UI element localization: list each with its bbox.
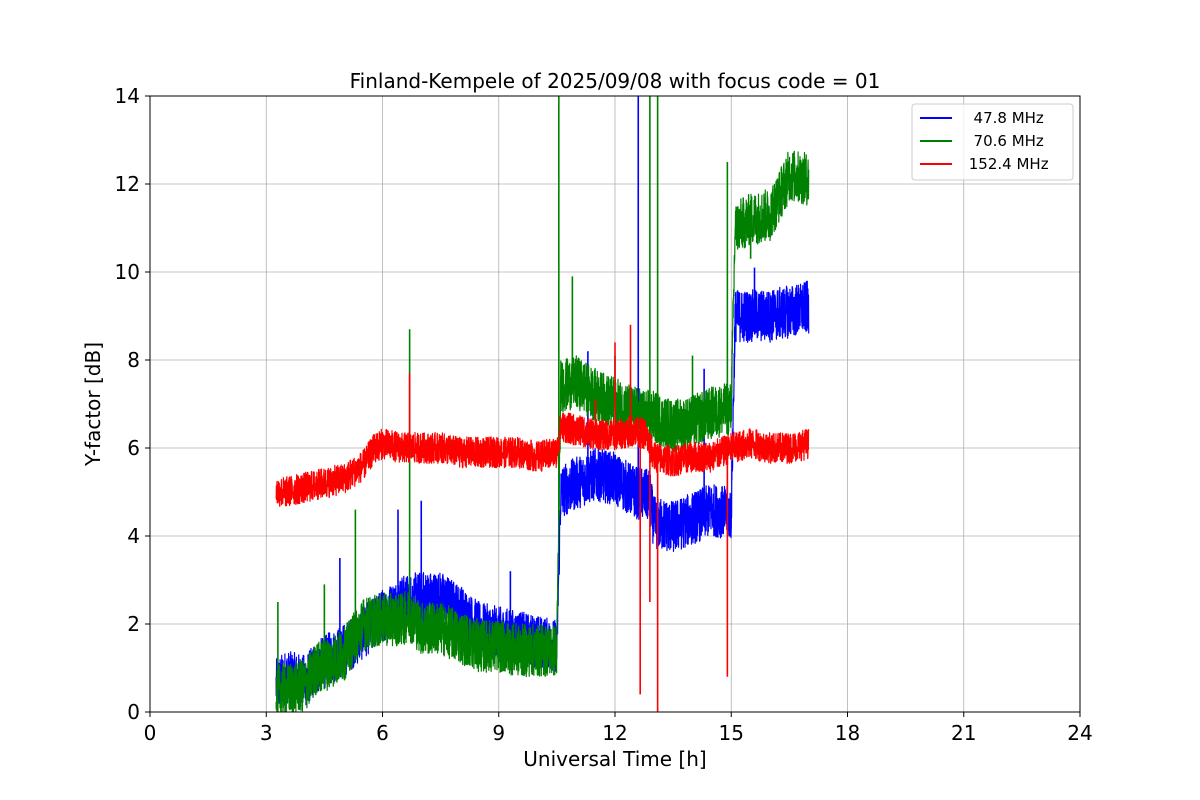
legend: 47.8 MHz 70.6 MHz 152.4 MHz [911,103,1074,181]
x-tick-label: 12 [602,721,627,745]
legend-frame [911,103,1074,181]
x-tick-label: 21 [951,721,976,745]
series-line-152-4-mhz [275,412,810,507]
y-tick-label: 2 [127,612,140,636]
y-tick-label: 8 [127,348,140,372]
y-tick-label: 4 [127,524,140,548]
x-tick-label: 0 [144,721,157,745]
x-tick-label: 6 [376,721,389,745]
x-tick-label: 24 [1067,721,1092,745]
y-tick-label: 12 [115,172,140,196]
chart-title: Finland-Kempele of 2025/09/08 with focus… [350,69,881,93]
series-line-70-6-mhz [275,150,810,712]
y-tick-label: 0 [127,700,140,724]
y-tick-label: 14 [115,84,140,108]
legend-label-47-8: 47.8 MHz [964,109,1044,127]
y-axis: 0 2 4 6 8 10 12 14 [115,84,150,724]
legend-label-152-4: 152.4 MHz [964,155,1049,173]
x-axis-label: Universal Time [h] [523,747,706,771]
y-tick-label: 6 [127,436,140,460]
x-tick-label: 3 [260,721,273,745]
y-tick-label: 10 [115,260,140,284]
plot-area [275,96,810,712]
x-axis: 0 3 6 9 12 15 18 21 24 [144,712,1093,745]
y-axis-label: Y-factor [dB] [81,342,105,467]
x-tick-label: 15 [719,721,744,745]
legend-label-70-6: 70.6 MHz [964,132,1044,150]
x-tick-label: 9 [492,721,505,745]
x-tick-label: 18 [835,721,860,745]
